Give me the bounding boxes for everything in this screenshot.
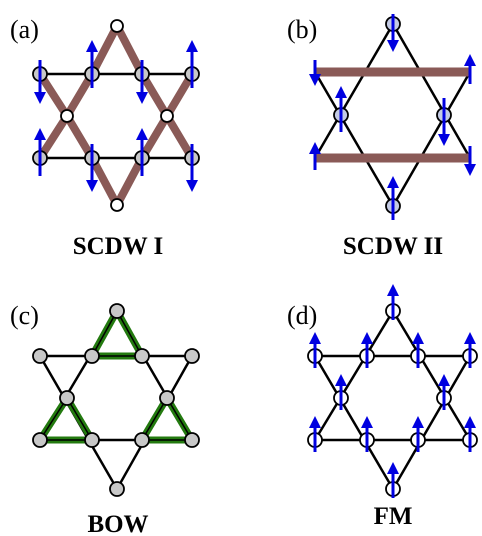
spin-arrows-small xyxy=(309,54,476,176)
panel-b-lattice xyxy=(309,14,476,220)
panel-a-caption: SCDW I xyxy=(73,233,164,260)
panel-d-lattice xyxy=(307,284,478,498)
panel-c-caption: BOW xyxy=(87,511,148,536)
sites xyxy=(32,303,200,497)
scdw-bonds xyxy=(36,22,196,209)
bow-bonds xyxy=(36,307,196,444)
sites xyxy=(307,303,478,497)
spin-arrows xyxy=(34,40,198,192)
spin-arrows xyxy=(335,14,450,220)
panel-b: (b) xyxy=(287,14,476,260)
panel-a-lattice xyxy=(32,19,200,212)
panel-b-label: (b) xyxy=(287,15,317,44)
panel-d-caption: FM xyxy=(374,503,413,530)
panel-a-label: (a) xyxy=(10,15,39,44)
sites xyxy=(32,19,200,212)
panel-b-caption: SCDW II xyxy=(343,233,443,260)
scdw-bonds xyxy=(315,67,470,163)
spin-arrows xyxy=(309,284,476,498)
panel-d-label: (d) xyxy=(287,301,317,330)
panel-c-lattice xyxy=(32,303,200,497)
panel-c-label: (c) xyxy=(10,301,39,330)
panel-a: (a) xyxy=(10,15,200,260)
panel-d: (d) xyxy=(287,284,478,530)
panel-c: (c) xyxy=(10,301,200,536)
